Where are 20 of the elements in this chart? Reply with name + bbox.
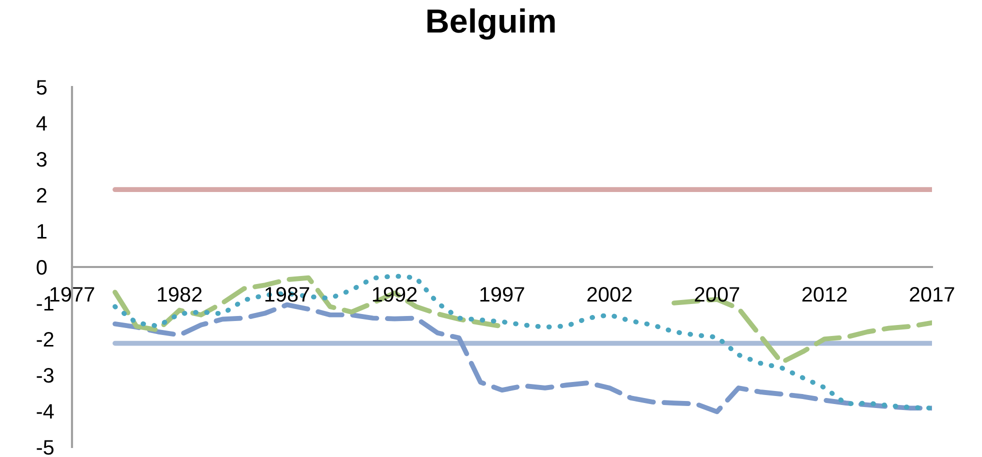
x-tick-label: 1982 [158,286,202,302]
x-tick-label: 1987 [265,286,310,302]
y-tick-label: -2 [36,332,54,347]
x-tick-label: 2012 [802,286,847,302]
chart-title: Belguim [427,8,555,40]
x-tick-label: 1997 [480,286,524,302]
y-tick-label: -4 [36,404,54,419]
y-tick-label: 2 [36,188,46,203]
y-tick-label: 0 [36,260,47,275]
x-tick-label: 2017 [910,286,954,302]
x-tick-label: 1992 [372,286,417,302]
y-tick-label: 5 [36,80,47,95]
x-tick-label: 2002 [587,286,632,302]
line-series [112,302,932,414]
y-tick-label: -3 [36,368,54,383]
y-tick-label: -5 [36,440,54,455]
y-tick-label: 3 [36,152,47,167]
x-tick-label: 2007 [694,286,740,302]
y-tick-label: 1 [37,224,46,239]
y-tick-label: 4 [36,116,47,131]
